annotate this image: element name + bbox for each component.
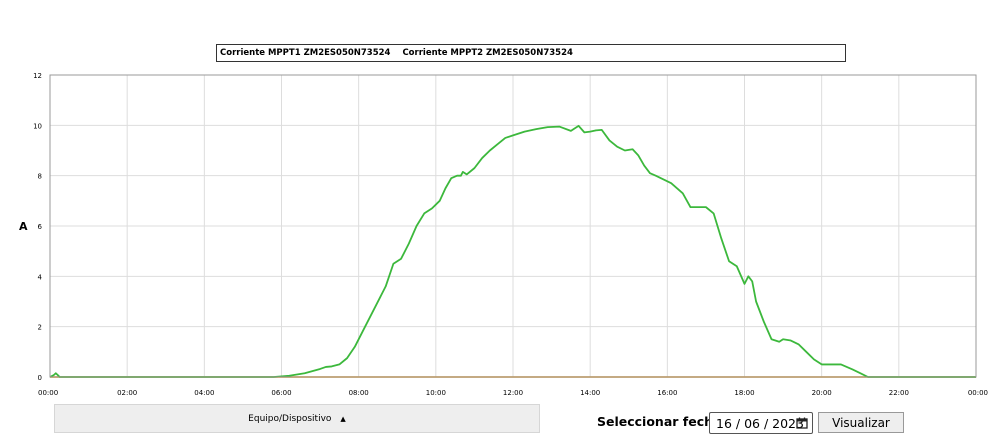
legend-item-mppt2[interactable]: Corriente MPPT2 ZM2ES050N73524 [402, 48, 573, 58]
chart-legend: Corriente MPPT1 ZM2ES050N73524 Corriente… [216, 44, 846, 62]
y-tick-label: 8 [38, 173, 42, 181]
series-line-1 [49, 124, 976, 378]
x-tick-label: 02:00 [117, 389, 137, 397]
x-tick-label: 20:00 [812, 389, 832, 397]
y-tick-label: 4 [38, 273, 43, 281]
y-axis-ticks: 0 2 4 6 8 10 12 [33, 72, 42, 382]
x-tick-label: 06:00 [271, 389, 291, 397]
grid [50, 75, 976, 377]
x-tick-label: 22:00 [889, 389, 909, 397]
y-tick-label: 12 [33, 72, 42, 80]
x-tick-label: 00:00 [968, 389, 988, 397]
y-tick-label: 0 [38, 374, 42, 382]
y-axis-label: A [19, 220, 28, 233]
date-field-label: Seleccionar fecha [597, 414, 722, 429]
x-tick-label: 18:00 [734, 389, 754, 397]
y-tick-label: 2 [38, 324, 42, 332]
x-tick-label: 10:00 [426, 389, 446, 397]
y-tick-label: 10 [33, 122, 42, 130]
y-tick-label: 6 [38, 223, 43, 231]
x-tick-label: 12:00 [503, 389, 523, 397]
visualizar-button[interactable]: Visualizar [818, 412, 904, 433]
x-tick-label: 04:00 [194, 389, 214, 397]
plot-frame [49, 74, 977, 378]
x-tick-label: 00:00 [38, 389, 58, 397]
x-tick-label: 08:00 [349, 389, 369, 397]
legend-item-mppt1[interactable]: Corriente MPPT1 ZM2ES050N73524 [220, 48, 391, 58]
x-axis-ticks: 00:00 02:00 04:00 06:00 08:00 10:00 12:00 14:00… [38, 389, 988, 397]
date-value: 16 / 06 / 2023 [716, 415, 804, 431]
equipo-label: Equipo/Dispositivo [248, 413, 332, 424]
caret-up-icon: ▲ [340, 414, 346, 423]
x-tick-label: 16:00 [657, 389, 677, 397]
calendar-icon[interactable] [796, 417, 808, 429]
equipo-dispositivo-toggle[interactable]: Equipo/Dispositivo ▲ [54, 404, 540, 433]
x-tick-label: 14:00 [580, 389, 600, 397]
date-input[interactable]: 16 / 06 / 2023 [709, 412, 813, 434]
